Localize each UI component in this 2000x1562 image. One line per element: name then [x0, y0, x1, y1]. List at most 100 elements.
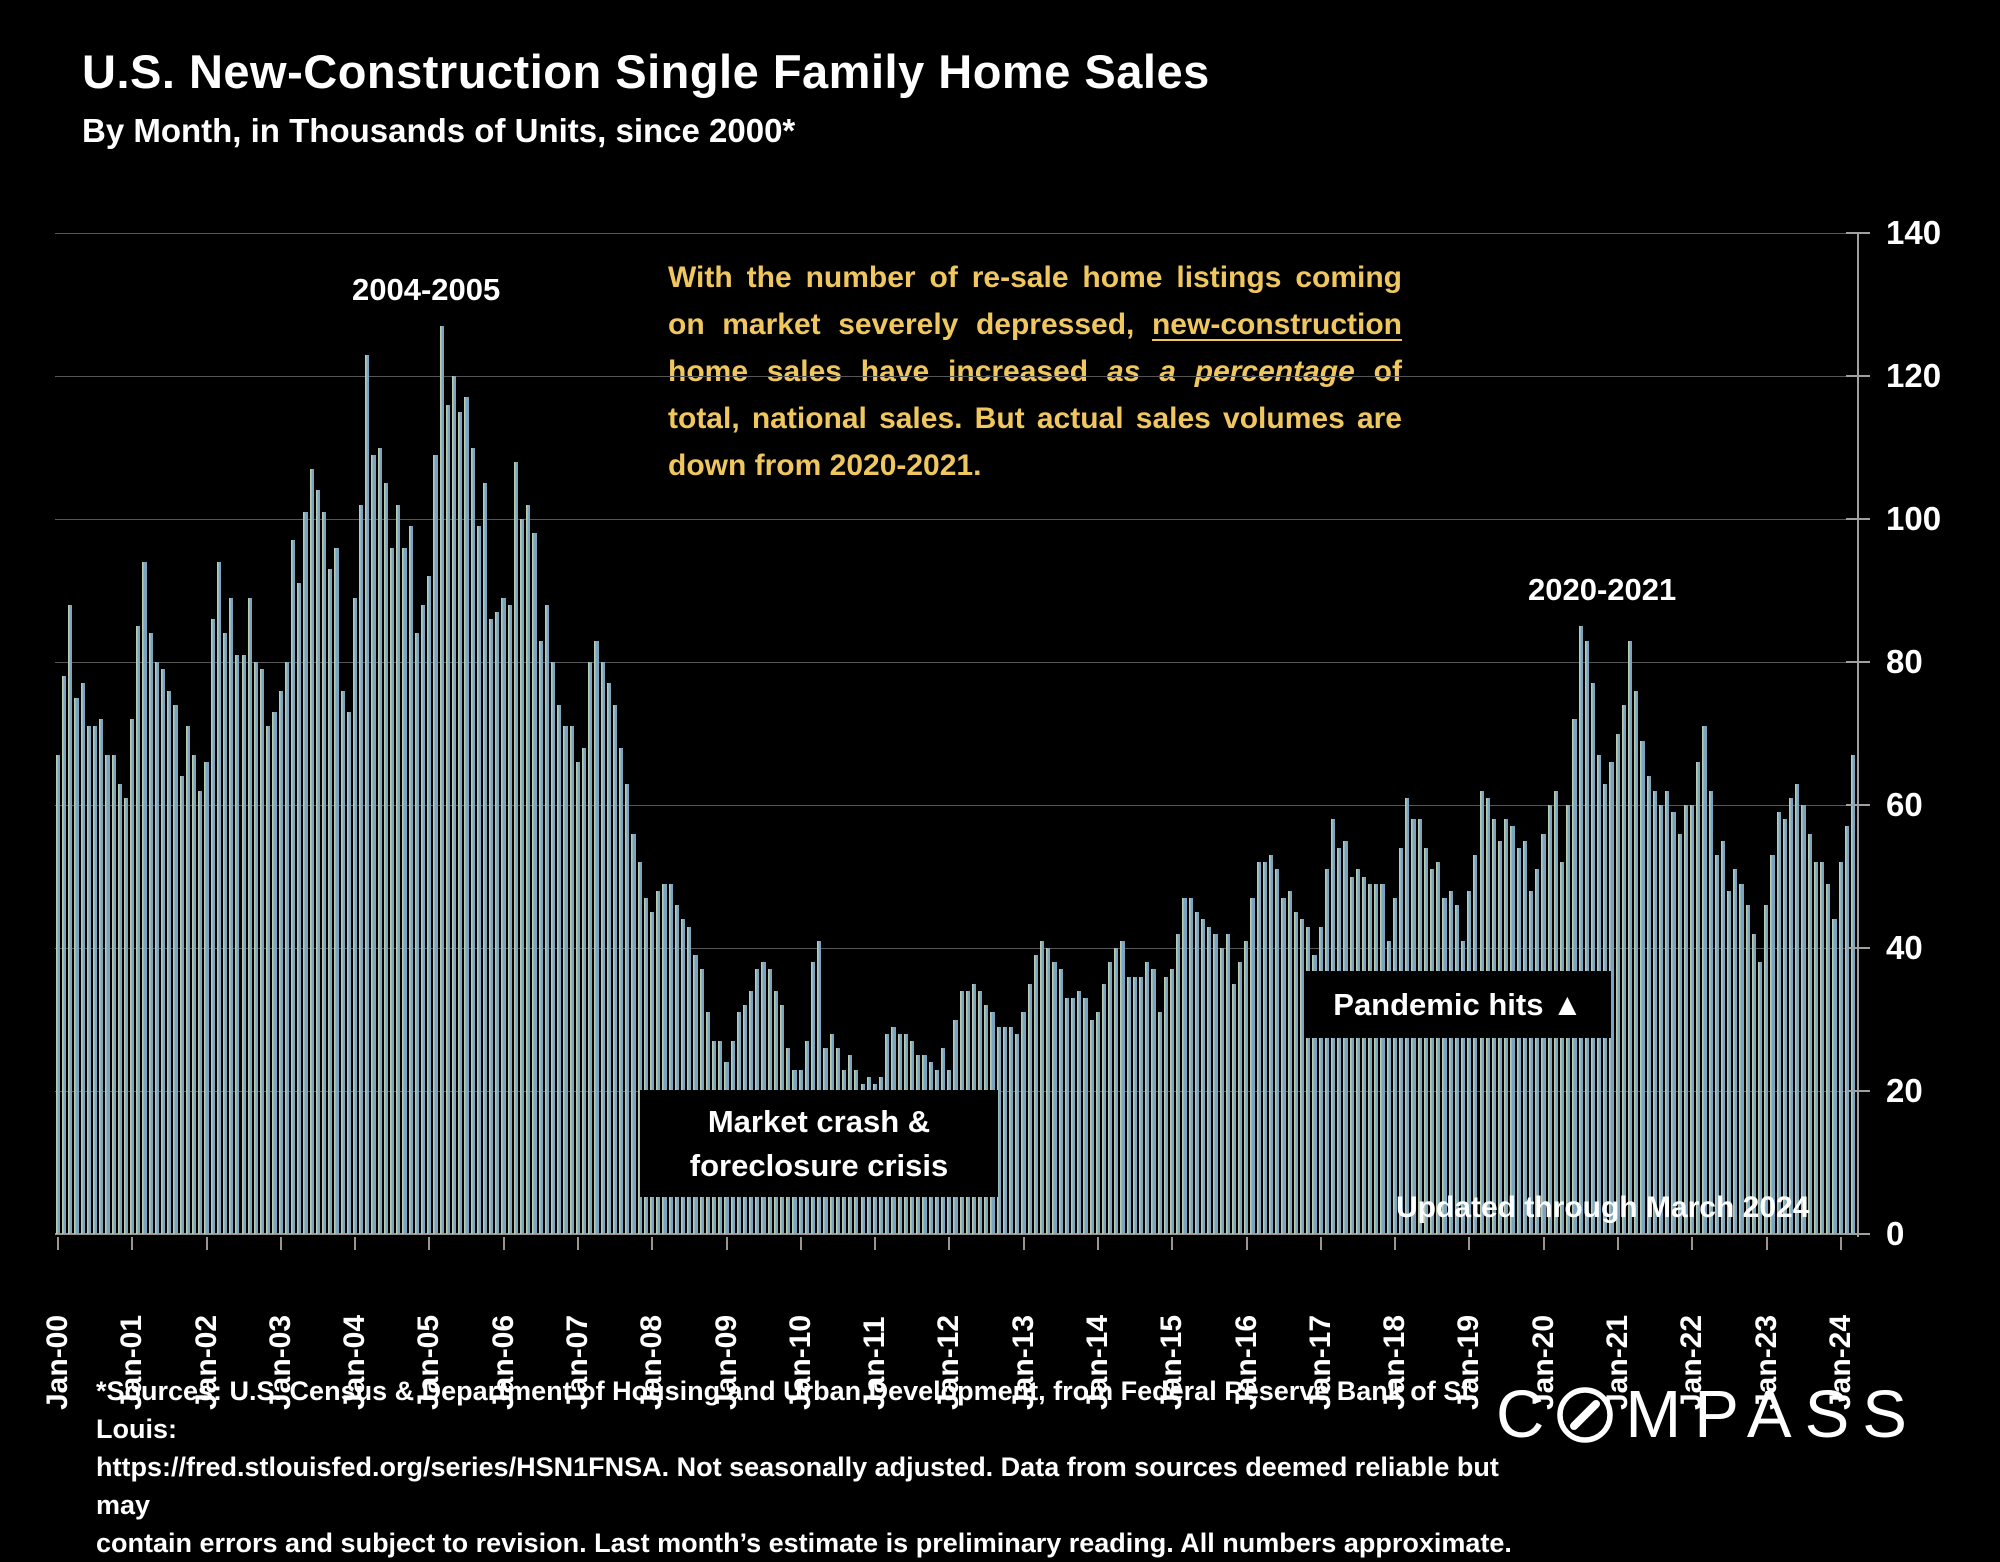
bar-month-205 [1324, 869, 1329, 1234]
bar-month-268 [1714, 855, 1719, 1234]
bar-month-207 [1337, 847, 1342, 1234]
bar-month-287 [1832, 919, 1837, 1234]
bar-month-57 [408, 526, 413, 1234]
bar-month-255 [1634, 690, 1639, 1234]
y-axis-tick-120 [1846, 375, 1870, 377]
bar-month-59 [421, 604, 426, 1234]
x-axis-tick-Jan-09 [725, 1237, 728, 1250]
bar-month-48 [352, 597, 358, 1234]
gridline-y-140 [55, 233, 1858, 234]
bar-month-171 [1114, 948, 1119, 1234]
bar-month-55 [396, 504, 401, 1234]
bar-month-272 [1739, 883, 1744, 1234]
bar-month-229 [1473, 855, 1478, 1234]
bar-month-247 [1584, 640, 1589, 1234]
bar-month-92 [625, 783, 630, 1234]
bar-month-18 [167, 690, 172, 1234]
bar-month-189 [1225, 933, 1230, 1234]
bar-month-210 [1355, 869, 1360, 1234]
bar-month-160 [1046, 948, 1051, 1234]
pandemic-hits-annotation-box: Pandemic hits ▲ [1305, 971, 1611, 1038]
bar-month-63 [445, 404, 450, 1234]
bar-month-46 [340, 690, 345, 1234]
bar-month-174 [1132, 976, 1138, 1234]
compass-logo-letters-mpass: MPASS [1625, 1377, 1920, 1452]
bar-month-41 [309, 468, 314, 1234]
bar-month-54 [390, 547, 395, 1234]
bar-month-282 [1801, 805, 1806, 1234]
bar-month-24 [204, 762, 209, 1234]
callout-text: With the number of re-sale home listings… [668, 254, 1402, 489]
market-crash-line2: foreclosure crisis [689, 1147, 949, 1183]
bar-month-82 [563, 726, 568, 1234]
x-axis-tick-Jan-23 [1765, 1237, 1768, 1250]
bar-month-66 [464, 397, 469, 1234]
bar-month-2 [68, 604, 73, 1234]
bar-month-258 [1652, 790, 1657, 1234]
bar-month-77 [532, 533, 537, 1234]
bar-month-11 [123, 797, 129, 1234]
bar-month-60 [427, 576, 432, 1234]
y-axis-label-20: 20 [1886, 1072, 1923, 1109]
bar-month-4 [80, 683, 85, 1234]
x-axis-tick-Jan-17 [1319, 1237, 1322, 1250]
x-axis-tick-Jan-08 [651, 1237, 654, 1250]
bar-month-155 [1015, 1033, 1020, 1234]
bar-month-15 [148, 633, 153, 1234]
bar-month-173 [1126, 976, 1131, 1234]
gridline-y-80 [55, 662, 1858, 663]
annotation-2020-2021: 2020-2021 [1528, 572, 1677, 607]
bar-month-217 [1399, 847, 1404, 1234]
bar-month-62 [439, 325, 444, 1234]
callout-italic-phrase: as a percentage [1106, 355, 1355, 388]
page-title: U.S. New-Construction Single Family Home… [82, 45, 1210, 98]
y-axis-label-140: 140 [1886, 214, 1942, 251]
bar-month-90 [612, 704, 618, 1234]
bar-month-52 [377, 447, 382, 1234]
bar-month-153 [1002, 1026, 1008, 1234]
bar-month-42 [315, 490, 320, 1234]
bar-month-196 [1269, 855, 1274, 1234]
x-axis-tick-Jan-07 [577, 1237, 580, 1250]
source-footnote-line1: *Sources: U.S. Census & Department of Ho… [96, 1376, 1478, 1444]
bar-month-211 [1361, 876, 1367, 1234]
bar-month-44 [328, 569, 333, 1234]
bar-month-74 [513, 461, 519, 1234]
bar-month-70 [489, 619, 494, 1234]
gridline-y-100 [55, 519, 1858, 520]
bar-month-45 [334, 547, 339, 1234]
bar-month-58 [414, 633, 419, 1234]
market-crash-annotation-box: Market crash & foreclosure crisis [640, 1090, 998, 1197]
bar-month-281 [1795, 783, 1800, 1234]
bar-month-39 [297, 583, 302, 1234]
bar-month-185 [1200, 919, 1206, 1234]
bar-month-99 [668, 883, 673, 1234]
bar-month-251 [1609, 762, 1614, 1234]
bar-month-85 [581, 747, 587, 1234]
bar-month-30 [241, 654, 246, 1234]
bar-month-195 [1262, 862, 1268, 1234]
bar-month-279 [1782, 819, 1787, 1234]
bar-month-9 [111, 754, 116, 1234]
bar-month-188 [1219, 948, 1224, 1234]
bar-month-8 [105, 754, 110, 1234]
bar-month-26 [216, 561, 221, 1234]
bar-month-201 [1299, 919, 1305, 1234]
callout-underlined-phrase: new-construction [1151, 308, 1402, 341]
bar-month-47 [346, 712, 351, 1234]
bar-month-13 [136, 626, 141, 1234]
bar-month-169 [1101, 983, 1107, 1234]
bar-month-212 [1368, 883, 1373, 1234]
bar-month-225 [1448, 890, 1453, 1234]
bar-month-286 [1826, 883, 1831, 1234]
bar-month-33 [260, 669, 265, 1234]
bar-month-157 [1027, 983, 1032, 1234]
compass-logo: C MPASS [1496, 1376, 1920, 1453]
bar-month-96 [650, 912, 655, 1234]
bar-month-27 [222, 633, 228, 1234]
bar-month-94 [637, 862, 642, 1234]
bar-month-193 [1250, 897, 1255, 1234]
bar-month-190 [1231, 983, 1237, 1234]
source-footnote-line3: contain errors and subject to revision. … [96, 1528, 1512, 1558]
gridline-y-60 [55, 805, 1858, 806]
